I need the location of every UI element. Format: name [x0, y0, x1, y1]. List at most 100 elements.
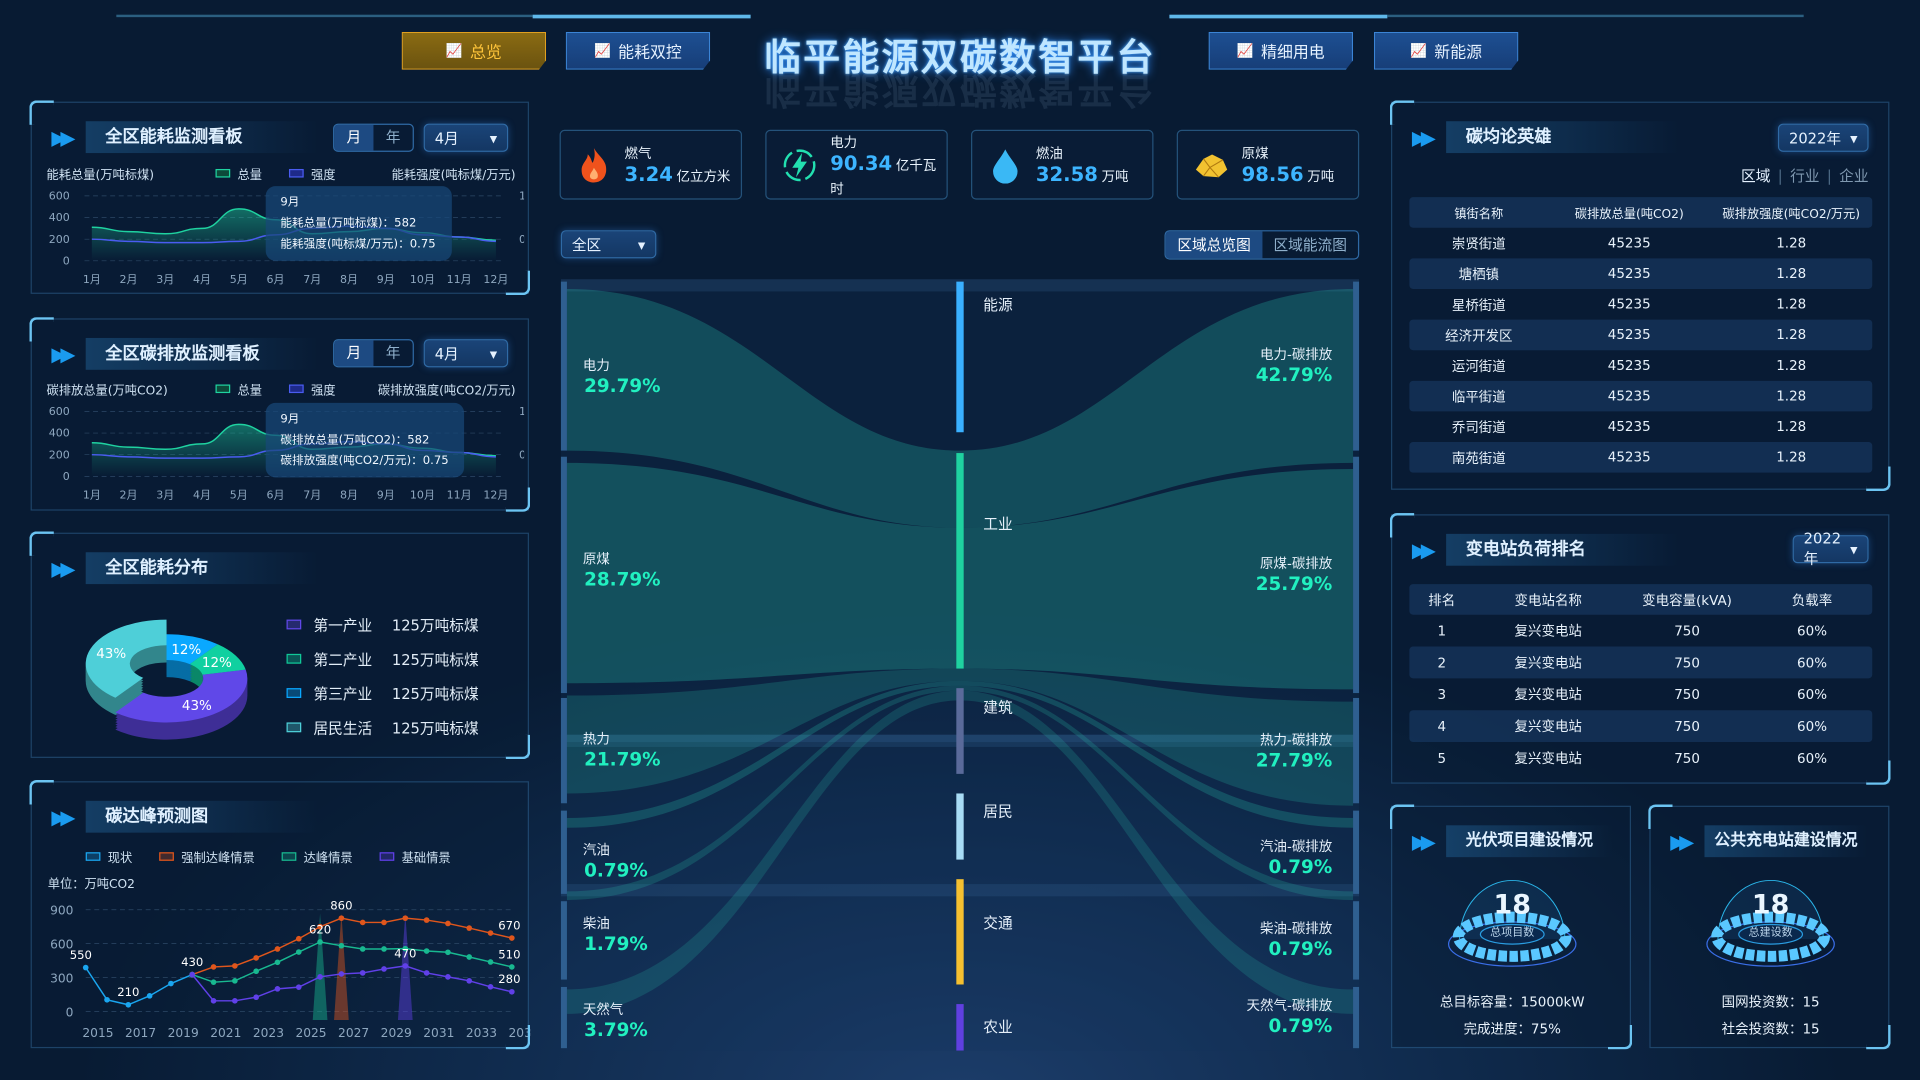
data-label: 210: [117, 985, 139, 999]
table-cell: 复兴变电站: [1514, 623, 1582, 640]
year-select[interactable]: 2022年 ▾: [1792, 530, 1869, 567]
table-cell: 崇贤街道: [1451, 235, 1506, 252]
x-tick-label: 5月: [230, 273, 248, 286]
table-cell: 1.28: [1776, 326, 1807, 343]
chart-legend: 总量 强度: [215, 164, 336, 182]
month-select-value: 4月: [434, 345, 459, 363]
data-point: [402, 945, 409, 952]
table-row: 2 复兴变电站 750 60%: [1409, 646, 1873, 679]
legend-name: 第二产业: [313, 650, 373, 668]
tooltip-line: 能耗总量(万吨标煤)：582: [280, 216, 417, 231]
tab-year[interactable]: 年: [385, 128, 401, 146]
data-label: 430: [181, 955, 203, 969]
flow-natural-gas: [566, 690, 1354, 1014]
legend-item: 基础情景: [379, 847, 451, 866]
data-label: 860: [330, 899, 352, 913]
legend-label: 达峰情景: [303, 852, 353, 866]
data-point: [487, 983, 494, 990]
legend-swatch: [286, 619, 302, 630]
x-tick-label: 2月: [120, 488, 138, 501]
legend-label: 强度: [311, 384, 336, 398]
tooltip-line: 能耗强度(吨标煤/万元)：0.75: [280, 237, 436, 252]
source-node-bar: [560, 281, 567, 451]
kpi-card-2: 燃油 32.58 万吨: [971, 129, 1154, 200]
y-tick-label: 0: [66, 1005, 74, 1019]
column-header: 碳排放强度(吨CO2/万元): [1722, 208, 1861, 222]
center-node-label: 建筑: [983, 699, 1013, 717]
filter-enterprise[interactable]: 企业: [1839, 167, 1869, 185]
panel-header: ▶▶ 全区碳排放监测看板: [51, 337, 319, 370]
data-label: 620: [309, 922, 331, 936]
tab-region-energy-flow[interactable]: 区域能流图: [1273, 236, 1347, 254]
flow-gasoline: [566, 680, 1354, 828]
legend-item-total: 总量: [215, 164, 262, 182]
carbon-monitor-panel: ▶▶ 全区碳排放监测看板 月年 4月 ▾ 碳排放总量(万吨CO2) 总量 强度 碳排…: [29, 317, 531, 512]
substation-load-panel: ▶▶ 变电站负荷排名 2022年 ▾ 排名 变电站名称 变电容量(kVA) 负载率 1 复兴变…: [1389, 513, 1891, 785]
nav-fine-electricity[interactable]: 📈 精细用电: [1208, 31, 1354, 70]
table-cell: 45235: [1607, 265, 1651, 282]
donut-slice-label: 12%: [202, 656, 232, 671]
y-tick-label-right: 1.5: [519, 190, 524, 203]
double-chevron-icon: ▶▶: [1411, 829, 1436, 853]
chart-legend: 总量 强度: [215, 380, 336, 398]
x-tick-label: 2月: [120, 273, 138, 286]
carbon-peak-panel: ▶▶ 碳达峰预测图 现状 强制达峰情景 达峰情景 基础情景 单位：万吨CO2 0 300 6…: [29, 780, 531, 1050]
kpi-text: 电力 90.34 亿千瓦时: [830, 132, 946, 198]
pv-progress: 完成进度：75%: [1463, 1021, 1561, 1038]
social-investment: 社会投资数：15: [1721, 1021, 1820, 1038]
tab-year[interactable]: 年: [385, 344, 401, 362]
table-cell: 45235: [1607, 418, 1651, 435]
x-tick-label: 4月: [193, 273, 211, 286]
chart-tooltip: 9月 碳排放总量(万吨CO2)：582 碳排放强度(吨CO2/万元)：0.75: [265, 402, 465, 478]
data-point: [423, 970, 430, 976]
year-select-value: 2022年: [1803, 530, 1842, 567]
kpi-text: 燃油 32.58 万吨: [1036, 143, 1129, 186]
nav-new-energy[interactable]: 📈 新能源: [1373, 31, 1519, 70]
filter-region[interactable]: 区域: [1741, 167, 1771, 185]
table-cell: 1.28: [1776, 296, 1807, 313]
kpi-text: 原煤 98.56 万吨: [1242, 143, 1335, 186]
kpi-value: 98.56: [1241, 162, 1304, 187]
table-cell: 1.28: [1776, 235, 1807, 252]
energy-sankey-diagram: [560, 279, 1360, 1051]
center-node-bar-0: [956, 281, 964, 433]
region-select[interactable]: 全区 ▾: [560, 230, 657, 259]
chart-icon: 📈: [1410, 42, 1427, 59]
donut-slice: [189, 644, 246, 675]
series-line-达峰情景: [191, 941, 513, 983]
legend-swatch: [379, 852, 395, 861]
period-toggle: 月年: [333, 123, 414, 152]
table-cell: 临平街道: [1451, 388, 1506, 405]
data-point: [466, 925, 473, 931]
energy-monitor-panel: ▶▶ 全区能耗监测看板 月年 4月 ▾ 能耗总量(万吨标煤) 总量 强度 能耗强度(…: [29, 100, 531, 296]
data-point: [232, 978, 238, 984]
table-row: 4 复兴变电站 750 60%: [1409, 710, 1873, 743]
month-select-value: 4月: [434, 129, 459, 147]
nav-energy-control[interactable]: 📈 能耗双控: [565, 31, 711, 70]
nav-overview[interactable]: 📈 总览: [401, 31, 547, 70]
source-label: 柴油: [582, 915, 610, 932]
center-node-bar-3: [956, 793, 964, 860]
data-point: [317, 974, 323, 980]
panel-header: ▶▶ 光伏项目建设情况: [1411, 825, 1613, 858]
data-label: 470: [394, 946, 416, 960]
target-label: 电力-碳排放: [1260, 346, 1333, 363]
x-tick-label: 2025: [295, 1026, 326, 1040]
month-select[interactable]: 4月 ▾: [423, 123, 509, 152]
tab-region-overview[interactable]: 区域总览图: [1165, 231, 1263, 259]
x-tick-label: 1月: [83, 273, 101, 286]
center-node-bar-1: [956, 453, 964, 669]
table-cell: 星桥街道: [1451, 296, 1506, 313]
data-point: [466, 978, 473, 984]
target-node-bar: [1353, 456, 1360, 694]
energy-donut-chart: 12%12% 43% 43%: [85, 619, 248, 740]
target-percent: 0.79%: [1268, 1015, 1333, 1038]
year-select[interactable]: 2022年 ▾: [1777, 123, 1869, 152]
filter-industry[interactable]: 行业: [1790, 167, 1820, 185]
source-percent: 29.79%: [584, 374, 661, 397]
tab-month[interactable]: 月: [334, 124, 374, 151]
month-select[interactable]: 4月 ▾: [423, 339, 509, 368]
legend-swatch: [281, 852, 297, 861]
tab-month[interactable]: 月: [334, 340, 374, 367]
